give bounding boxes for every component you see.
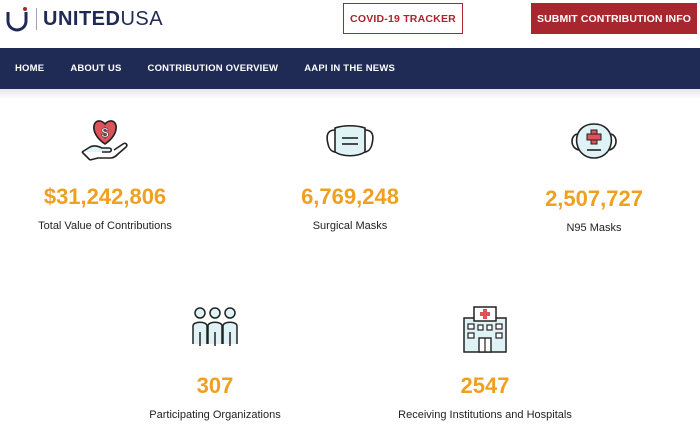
- surgical-mask-icon: [326, 124, 374, 157]
- stat-value: 2547: [460, 373, 510, 398]
- stat-n95-masks: 2,507,727 N95 Masks: [489, 118, 699, 234]
- hospital-icon: [463, 306, 507, 353]
- logo[interactable]: UNITEDUSA: [4, 5, 163, 33]
- nav-shadow: [0, 89, 700, 99]
- n95-mask-icon: [571, 123, 617, 159]
- stat-total-value: $ $31,242,806 Total Value of Contributio…: [0, 114, 210, 232]
- stat-participating-organizations: 307 Participating Organizations: [110, 306, 320, 421]
- stat-label: Participating Organizations: [149, 409, 281, 421]
- stat-label: N95 Masks: [566, 222, 622, 234]
- svg-text:$: $: [101, 125, 109, 140]
- nav-aapi-in-the-news[interactable]: AAPI IN THE NEWS: [304, 63, 396, 74]
- covid-tracker-button[interactable]: COVID-19 TRACKER: [343, 3, 463, 34]
- people-group-icon: [192, 307, 238, 346]
- stat-value: $31,242,806: [43, 184, 167, 209]
- logo-text: UNITEDUSA: [43, 7, 164, 30]
- stat-receiving-institutions: 2547 Receiving Institutions and Hospital…: [380, 304, 590, 421]
- submit-contribution-button[interactable]: SUBMIT CONTRIBUTION INFO: [531, 3, 697, 34]
- main-nav: HOME ABOUT US CONTRIBUTION OVERVIEW AAPI…: [0, 48, 700, 89]
- stat-surgical-masks: 6,769,248 Surgical Masks: [245, 122, 455, 232]
- stat-label: Total Value of Contributions: [38, 220, 172, 232]
- nav-home[interactable]: HOME: [15, 63, 45, 74]
- stat-value: 6,769,248: [301, 184, 399, 209]
- stat-value: 307: [196, 373, 234, 398]
- logo-mark-icon: [6, 7, 28, 32]
- stat-label: Surgical Masks: [312, 220, 388, 232]
- stat-value: 2,507,727: [545, 186, 643, 211]
- nav-about-us[interactable]: ABOUT US: [70, 63, 122, 74]
- top-bar: UNITEDUSA COVID-19 TRACKER SUBMIT CONTRI…: [0, 0, 700, 48]
- logo-divider: [36, 8, 37, 30]
- donation-heart-icon: $: [81, 120, 128, 161]
- nav-contribution-overview[interactable]: CONTRIBUTION OVERVIEW: [147, 63, 279, 74]
- stat-label: Receiving Institutions and Hospitals: [398, 409, 572, 421]
